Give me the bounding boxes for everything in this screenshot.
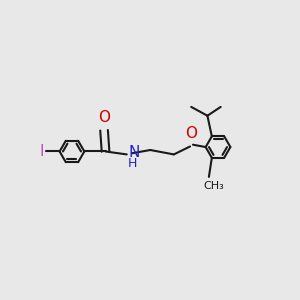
Text: H: H — [128, 157, 138, 170]
Text: O: O — [98, 110, 110, 125]
Text: N: N — [128, 146, 140, 160]
Text: I: I — [40, 144, 44, 159]
Text: CH₃: CH₃ — [203, 181, 224, 191]
Text: O: O — [185, 126, 197, 141]
